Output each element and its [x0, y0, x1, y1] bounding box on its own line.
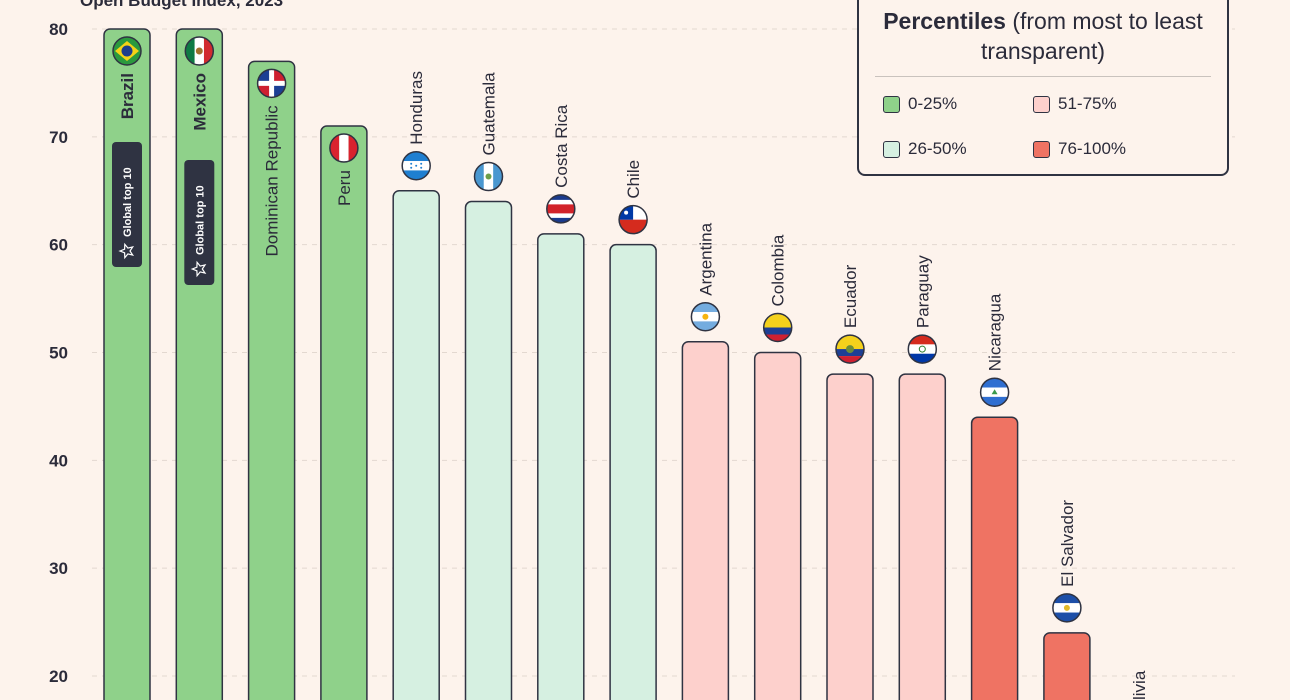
bar-honduras [392, 190, 440, 700]
colombia-flag-icon [762, 312, 793, 343]
bar-colombia [753, 351, 802, 700]
bar-label-brazil: Brazil [118, 73, 137, 119]
y-tick-label: 60 [49, 236, 68, 255]
y-tick-label: 50 [49, 344, 68, 363]
legend-title-rest: (from most to least transparent) [980, 8, 1203, 64]
legend-label: 26-50% [908, 139, 967, 158]
bar-label-dominican-republic: Dominican Republic [263, 105, 282, 257]
ecuador-flag-icon [835, 334, 865, 364]
legend-item-51-75: 51-75% [1033, 94, 1117, 114]
mexico-flag-icon [184, 36, 215, 66]
bar-group-bolivia: livia [1130, 670, 1149, 700]
legend-label: 51-75% [1058, 94, 1117, 113]
bar-group-brazil: Brazil Global top 10 [103, 28, 151, 700]
star-icon [190, 260, 207, 278]
bar-label-bolivia: livia [1130, 670, 1149, 700]
bar-group-paraguay: Paraguay [898, 255, 947, 700]
y-tick-label: 40 [49, 451, 68, 470]
bar-guatemala [464, 200, 513, 700]
peru-flag-icon [329, 133, 359, 163]
bar-label-colombia: Colombia [769, 234, 788, 306]
legend-swatch [883, 95, 900, 113]
global-top-10-badge [184, 160, 215, 285]
bar-ecuador [826, 373, 874, 700]
bar-costa-rica [537, 233, 585, 700]
bar-group-el-salvador: El Salvador [1043, 500, 1091, 700]
bar-label-honduras: Honduras [407, 71, 426, 145]
bar-label-nicaragua: Nicaragua [986, 293, 1005, 371]
y-tick-label: 70 [49, 128, 68, 147]
bar-paraguay [898, 373, 947, 700]
y-tick-label: 20 [49, 667, 68, 686]
legend-item-0-25: 0-25% [883, 94, 957, 114]
costa-rica-flag-icon [546, 194, 576, 224]
bar-label-peru: Peru [335, 170, 354, 206]
legend: Percentiles (from most to least transpar… [857, 0, 1229, 176]
paraguay-flag-icon [907, 334, 938, 364]
global-top-10-badge [112, 142, 142, 267]
honduras-flag-icon [401, 151, 431, 181]
bar-group-colombia: Colombia [753, 234, 802, 700]
bar-label-ecuador: Ecuador [841, 264, 860, 328]
legend-item-26-50: 26-50% [883, 139, 967, 159]
bar-label-costa-rica: Costa Rica [552, 104, 571, 188]
bar-brazil [103, 28, 151, 700]
legend-divider [875, 76, 1211, 77]
badge-label: Global top 10 [122, 167, 134, 237]
bar-group-nicaragua: Nicaragua [970, 293, 1019, 700]
argentina-flag-icon [690, 301, 721, 332]
star-icon [118, 242, 135, 260]
legend-item-76-100: 76-100% [1033, 139, 1126, 159]
bar-group-costa-rica: Costa Rica [537, 104, 585, 700]
brazil-flag-icon [112, 36, 142, 66]
legend-swatch [883, 140, 900, 158]
bar-group-chile: Chile [609, 160, 657, 700]
legend-swatch [1033, 140, 1050, 158]
bar-chile [609, 243, 657, 700]
legend-label: 76-100% [1058, 139, 1127, 158]
bar-el-salvador [1043, 632, 1091, 700]
bar-dominican-republic [247, 60, 296, 700]
nicaragua-flag-icon [979, 377, 1010, 407]
legend-swatch [1033, 95, 1050, 113]
bar-label-el-salvador: El Salvador [1058, 500, 1077, 587]
bar-label-argentina: Argentina [696, 222, 715, 295]
chart-subtitle: Open Budget Index, 2023 [80, 0, 284, 10]
guatemala-flag-icon [473, 161, 504, 192]
bar-label-chile: Chile [624, 160, 643, 199]
bar-group-argentina: Argentina [681, 222, 730, 700]
legend-title-bold: Percentiles [883, 8, 1006, 34]
bar-label-mexico: Mexico [190, 73, 209, 131]
legend-title: Percentiles (from most to least transpar… [859, 6, 1227, 66]
bar-group-honduras: Honduras [392, 71, 440, 700]
y-tick-label: 80 [49, 20, 68, 39]
chile-flag-icon [618, 204, 648, 235]
legend-label: 0-25% [908, 94, 958, 113]
dominican-republic-flag-icon [256, 68, 287, 99]
bar-group-ecuador: Ecuador [826, 264, 874, 700]
bar-group-dominican-republic: Dominican Republic [247, 60, 296, 700]
bar-label-paraguay: Paraguay [913, 255, 932, 328]
bar-group-peru: Peru [320, 125, 368, 700]
bar-label-guatemala: Guatemala [480, 72, 499, 156]
bar-group-mexico: Mexico Global top 10 [175, 28, 224, 700]
bar-nicaragua [970, 416, 1019, 700]
y-tick-label: 30 [49, 559, 68, 578]
bar-argentina [681, 340, 730, 700]
bar-group-guatemala: Guatemala [464, 72, 513, 700]
badge-label: Global top 10 [194, 185, 206, 255]
bar-peru [320, 125, 368, 700]
el-salvador-flag-icon [1052, 593, 1082, 623]
